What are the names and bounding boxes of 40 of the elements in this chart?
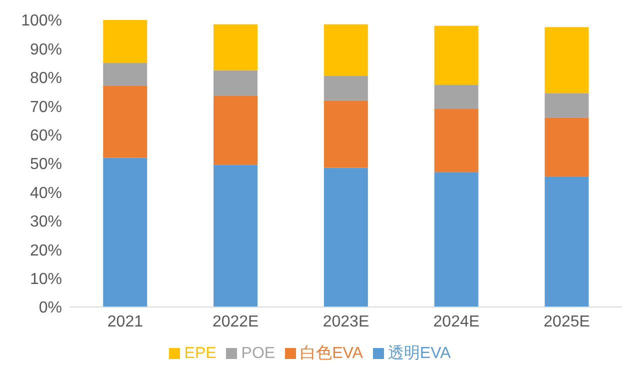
bar xyxy=(214,24,258,70)
bar xyxy=(103,86,148,158)
y-tick-label: 30% xyxy=(30,214,62,231)
y-tick-label: 60% xyxy=(30,127,62,144)
bar xyxy=(324,168,368,307)
bar xyxy=(214,70,258,96)
y-tick-label: 40% xyxy=(30,184,62,202)
y-tick-label: 90% xyxy=(30,41,62,58)
legend-label: EPE xyxy=(184,345,216,362)
bar xyxy=(544,27,589,94)
bar xyxy=(324,76,368,100)
legend-label: 透明EVA xyxy=(388,345,451,362)
y-tick-label: 50% xyxy=(30,156,62,174)
bar xyxy=(103,20,148,64)
bar xyxy=(434,172,478,307)
y-tick-label: 10% xyxy=(30,270,62,288)
bar xyxy=(544,93,589,118)
y-tick-label: 20% xyxy=(30,242,62,260)
y-tick-label: 80% xyxy=(30,70,62,88)
bar xyxy=(434,108,478,172)
bar xyxy=(544,118,589,176)
bar xyxy=(214,96,258,165)
x-tick-label: 2021 xyxy=(107,313,144,330)
legend-label: 白色EVA xyxy=(300,345,363,362)
bar xyxy=(103,158,148,307)
y-tick-label: 70% xyxy=(30,98,62,116)
x-tick-label: 2023E xyxy=(322,313,370,330)
bar xyxy=(324,100,368,168)
y-tick-label: 100% xyxy=(21,12,62,30)
legend-label: POE xyxy=(241,345,276,362)
bar xyxy=(434,84,478,109)
bar xyxy=(544,176,589,307)
x-tick-label: 2022E xyxy=(212,313,259,330)
bar xyxy=(324,24,368,76)
bar xyxy=(103,63,148,86)
bar xyxy=(434,26,478,85)
x-tick-label: 2024E xyxy=(433,313,480,330)
bar xyxy=(214,164,258,307)
x-tick-label: 2025E xyxy=(544,313,590,330)
y-tick-label: 0% xyxy=(38,300,62,317)
